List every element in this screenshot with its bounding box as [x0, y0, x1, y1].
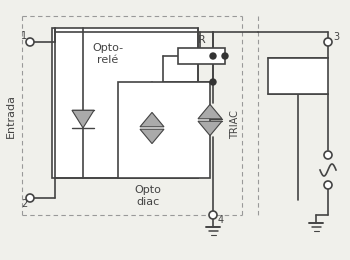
Text: Carga: Carga — [279, 69, 316, 82]
Text: 3: 3 — [333, 32, 339, 42]
Circle shape — [324, 38, 332, 46]
Text: Entrada: Entrada — [6, 94, 16, 138]
Polygon shape — [140, 112, 164, 127]
Polygon shape — [72, 110, 94, 128]
Text: Opto: Opto — [134, 185, 161, 195]
Circle shape — [324, 151, 332, 159]
Circle shape — [210, 53, 216, 59]
Polygon shape — [140, 129, 164, 144]
Text: 1: 1 — [21, 31, 27, 41]
Polygon shape — [198, 121, 222, 136]
Text: Opto-: Opto- — [92, 43, 124, 53]
Polygon shape — [198, 105, 222, 119]
Bar — [52, 28, 198, 178]
Circle shape — [324, 181, 332, 189]
Circle shape — [222, 53, 228, 59]
Circle shape — [209, 211, 217, 219]
Circle shape — [210, 79, 216, 85]
Circle shape — [26, 38, 34, 46]
Circle shape — [26, 194, 34, 202]
Text: 4: 4 — [218, 215, 224, 225]
Bar — [118, 82, 210, 178]
Bar — [178, 48, 225, 64]
Text: diac: diac — [136, 197, 160, 207]
Text: relé: relé — [97, 55, 119, 65]
Text: R: R — [198, 35, 205, 45]
Bar — [268, 58, 328, 94]
Text: 2: 2 — [21, 199, 27, 209]
Text: TRIAC: TRIAC — [230, 110, 240, 139]
